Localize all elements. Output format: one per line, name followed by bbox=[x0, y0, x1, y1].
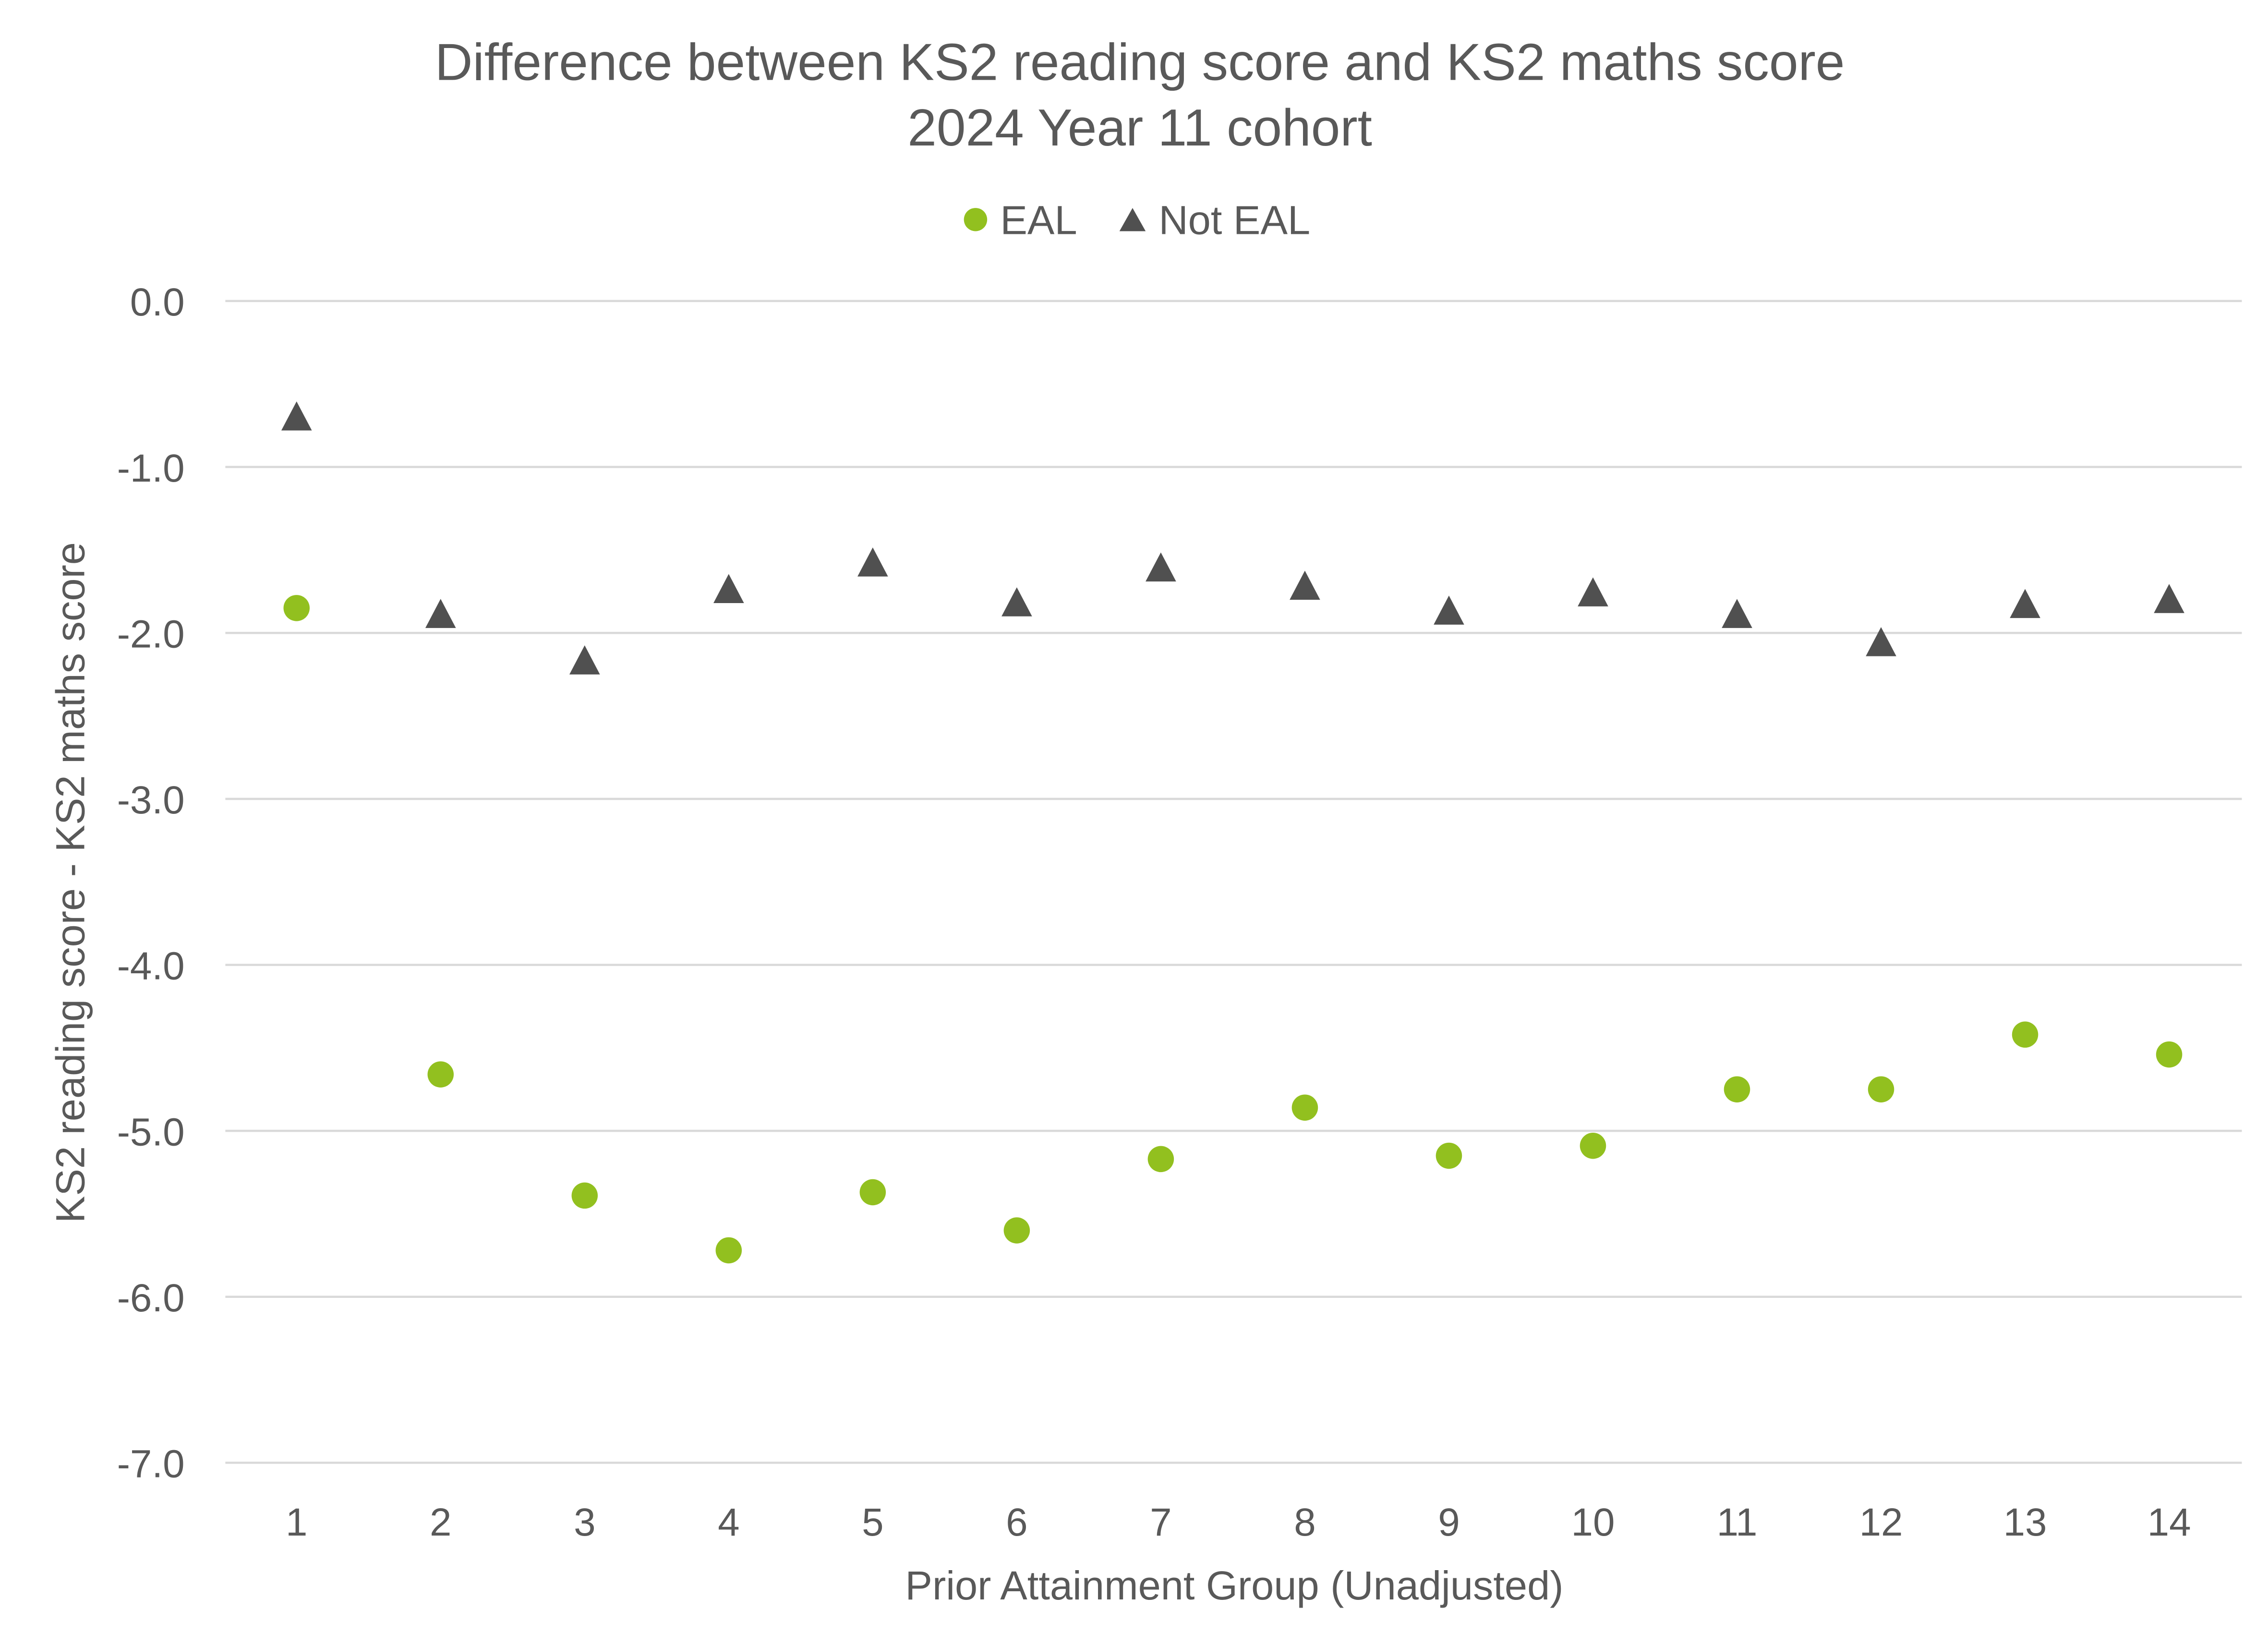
point-eal bbox=[859, 1179, 886, 1206]
legend-not-eal-marker bbox=[1119, 208, 1146, 231]
point-not-eal bbox=[1146, 552, 1176, 582]
x-tick-label: 3 bbox=[574, 1501, 595, 1544]
chart-subtitle: 2024 Year 11 cohort bbox=[907, 98, 1372, 157]
y-axis-label: KS2 reading score - KS2 maths score bbox=[48, 542, 93, 1223]
point-eal bbox=[2012, 1021, 2039, 1048]
x-tick-label: 14 bbox=[2147, 1501, 2191, 1544]
x-tick-label: 11 bbox=[1717, 1501, 1758, 1544]
y-tick-label: -4.0 bbox=[117, 944, 185, 988]
point-not-eal bbox=[1434, 595, 1464, 625]
point-eal bbox=[571, 1182, 598, 1209]
point-not-eal bbox=[1290, 570, 1320, 600]
point-not-eal bbox=[425, 599, 456, 628]
y-axis-ticks: 0.0 -1.0 -2.0 -3.0 -4.0 -5.0 -6.0 -7.0 bbox=[117, 280, 185, 1486]
point-not-eal bbox=[713, 574, 744, 603]
point-not-eal bbox=[1001, 587, 1032, 617]
point-eal bbox=[283, 595, 310, 621]
x-tick-label: 2 bbox=[430, 1501, 451, 1544]
x-tick-label: 13 bbox=[2003, 1501, 2047, 1544]
y-tick-label: -7.0 bbox=[117, 1442, 185, 1486]
y-tick-label: 0.0 bbox=[130, 280, 185, 324]
point-eal bbox=[1724, 1076, 1750, 1102]
x-axis-label: Prior Attainment Group (Unadjusted) bbox=[905, 1562, 1563, 1608]
point-eal bbox=[1147, 1146, 1174, 1173]
point-not-eal bbox=[1722, 599, 1752, 628]
point-not-eal bbox=[569, 645, 600, 675]
legend: EAL Not EAL bbox=[964, 197, 1310, 243]
point-eal bbox=[2156, 1041, 2183, 1068]
x-tick-label: 12 bbox=[1859, 1501, 1903, 1544]
point-not-eal bbox=[281, 401, 312, 431]
x-tick-label: 4 bbox=[718, 1501, 739, 1544]
x-tick-label: 7 bbox=[1150, 1501, 1171, 1544]
legend-eal-label: EAL bbox=[1000, 197, 1077, 243]
point-eal bbox=[427, 1061, 454, 1088]
point-eal bbox=[1003, 1217, 1030, 1244]
chart-title: Difference between KS2 reading score and… bbox=[435, 33, 1845, 92]
point-not-eal bbox=[1866, 627, 1896, 656]
point-eal bbox=[1436, 1142, 1462, 1169]
x-tick-label: 5 bbox=[862, 1501, 883, 1544]
x-axis-ticks: 1 2 3 4 5 6 7 8 9 10 11 12 13 14 bbox=[286, 1501, 2191, 1544]
point-not-eal bbox=[857, 547, 888, 577]
point-not-eal bbox=[1578, 577, 1608, 606]
point-not-eal bbox=[2010, 589, 2040, 618]
point-eal bbox=[1291, 1094, 1318, 1121]
point-eal bbox=[715, 1237, 742, 1264]
y-tick-label: -1.0 bbox=[117, 447, 185, 490]
legend-not-eal-label: Not EAL bbox=[1158, 197, 1310, 243]
y-tick-label: -2.0 bbox=[117, 612, 185, 656]
point-eal bbox=[1868, 1076, 1894, 1102]
y-tick-label: -3.0 bbox=[117, 778, 185, 822]
point-not-eal bbox=[2154, 584, 2184, 613]
x-tick-label: 10 bbox=[1571, 1501, 1615, 1544]
legend-eal-marker bbox=[964, 208, 988, 231]
data-points bbox=[281, 401, 2184, 1264]
y-tick-label: -5.0 bbox=[117, 1110, 185, 1154]
x-tick-label: 8 bbox=[1294, 1501, 1315, 1544]
point-eal bbox=[1580, 1132, 1606, 1159]
x-tick-label: 6 bbox=[1006, 1501, 1027, 1544]
x-tick-label: 9 bbox=[1438, 1501, 1460, 1544]
y-tick-label: -6.0 bbox=[117, 1276, 185, 1320]
gridlines bbox=[225, 300, 2242, 1464]
x-tick-label: 1 bbox=[286, 1501, 307, 1544]
